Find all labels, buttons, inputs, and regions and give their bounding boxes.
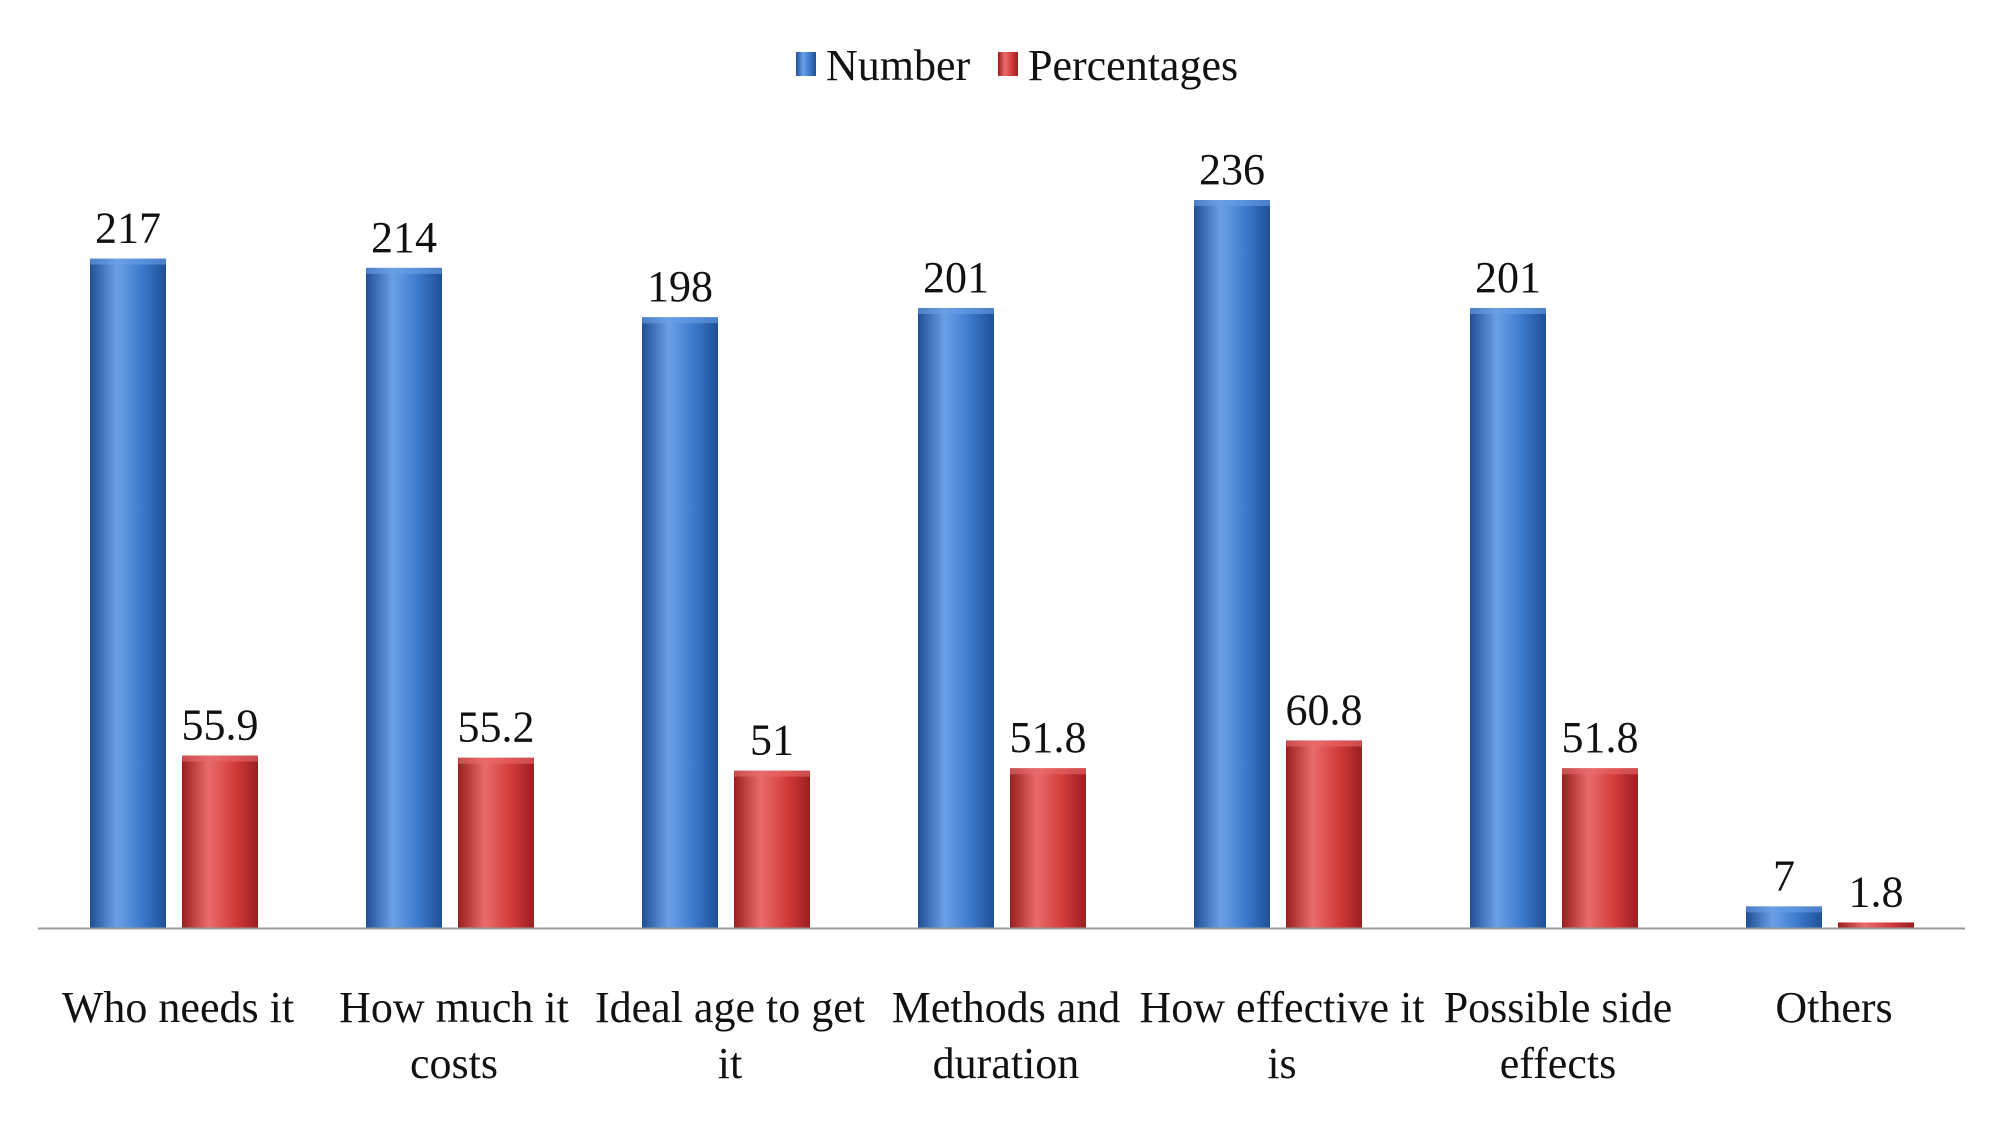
data-label-percentages-2: 51 [750, 716, 794, 765]
bar-top-highlight [734, 770, 810, 777]
bar-number-3 [918, 307, 994, 929]
category-label-4-line-1: is [1267, 1039, 1296, 1088]
bar-top-highlight [366, 267, 442, 274]
category-label-1-line-1: costs [410, 1039, 498, 1088]
data-label-percentages-3: 51.8 [1010, 713, 1087, 762]
data-label-number-5: 201 [1475, 253, 1541, 302]
bar-top-highlight [1470, 307, 1546, 314]
data-label-number-2: 198 [647, 262, 713, 311]
bar-percentages-5 [1562, 768, 1638, 928]
legend-label-percentages: Percentages [1028, 41, 1238, 90]
bar-top-highlight [918, 307, 994, 314]
data-label-number-4: 236 [1199, 145, 1265, 194]
data-label-percentages-0: 55.9 [182, 701, 259, 750]
bar-top-highlight [1746, 906, 1822, 913]
bars-group [90, 200, 1914, 929]
bar-percentages-1 [458, 757, 534, 928]
bar-top-highlight [1286, 740, 1362, 747]
data-label-percentages-5: 51.8 [1562, 713, 1639, 762]
category-label-3-line-1: duration [933, 1039, 1080, 1088]
data-label-number-6: 7 [1773, 851, 1795, 900]
bar-top-highlight [1194, 200, 1270, 206]
category-label-4-line-0: How effective it [1139, 983, 1424, 1032]
data-label-number-0: 217 [95, 204, 161, 253]
bar-top-highlight [1562, 768, 1638, 775]
data-label-percentages-6: 1.8 [1849, 867, 1904, 916]
data-label-number-3: 201 [923, 253, 989, 302]
legend-swatch-percentages [998, 52, 1018, 76]
bar-top-highlight [1010, 768, 1086, 775]
category-label-2-line-1: it [718, 1039, 742, 1088]
category-label-5-line-0: Possible side [1444, 983, 1673, 1032]
value-labels-group: 217 214 198 201 236 201 7 55.9 55.2 51 51.8 60.8 51.… [95, 145, 1904, 916]
bar-number-2 [642, 317, 718, 928]
data-label-percentages-4: 60.8 [1286, 685, 1363, 734]
bar-number-1 [366, 267, 442, 929]
data-label-percentages-1: 55.2 [458, 703, 535, 752]
bar-top-highlight [90, 258, 166, 265]
bar-top-highlight [458, 757, 534, 764]
legend-swatch-number [796, 52, 816, 76]
category-label-0: Who needs it [62, 983, 294, 1032]
legend-label-number: Number [826, 41, 971, 90]
legend: Number Percentages [796, 41, 1238, 90]
category-label-2-line-0: Ideal age to get [595, 983, 865, 1032]
category-label-3-line-0: Methods and [892, 983, 1121, 1032]
bar-percentages-3 [1010, 768, 1086, 928]
bar-top-highlight [182, 755, 258, 762]
bar-percentages-0 [182, 755, 258, 928]
category-label-6: Others [1775, 983, 1892, 1032]
bar-percentages-2 [734, 770, 810, 928]
category-labels-group: Who needs it How much it costs Ideal age to… [62, 983, 1893, 1088]
bar-percentages-4 [1286, 740, 1362, 928]
category-label-5-line-1: effects [1500, 1039, 1616, 1088]
bar-number-5 [1470, 307, 1546, 929]
data-label-number-1: 214 [371, 213, 437, 262]
bar-number-4 [1194, 200, 1270, 928]
bar-top-highlight [642, 317, 718, 324]
bar-number-0 [90, 258, 166, 928]
bar-percentages-6 [1838, 922, 1914, 928]
category-label-1-line-0: How much it [339, 983, 569, 1032]
